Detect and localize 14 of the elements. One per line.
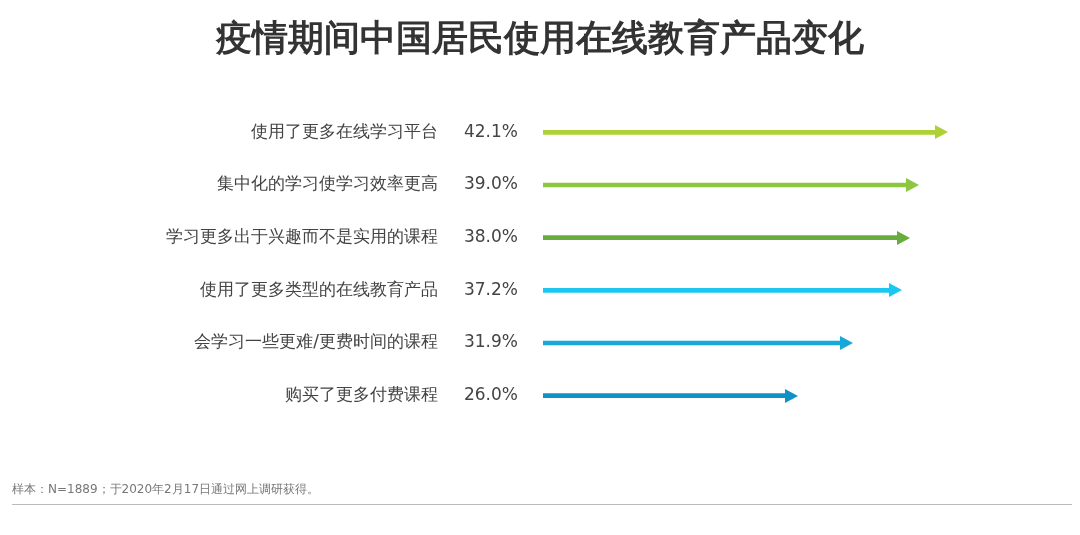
data-label: 42.1%: [463, 120, 518, 141]
data-label: 37.2%: [463, 278, 518, 299]
data-label: 31.9%: [463, 331, 518, 352]
data-label: 39.0%: [463, 173, 518, 194]
y-tick-label: 会学习一些更难/更费时间的课程: [194, 331, 438, 352]
y-tick-label: 集中化的学习使学习效率更高: [217, 173, 438, 194]
y-tick-label: 学习更多出于兴趣而不是实用的课程: [166, 226, 438, 247]
chart-title: 疫情期间中国居民使用在线教育产品变化: [214, 16, 865, 60]
y-tick-label: 购买了更多付费课程: [285, 384, 438, 405]
y-tick-label: 使用了更多在线学习平台: [251, 120, 438, 141]
y-tick-label: 使用了更多类型的在线教育产品: [200, 278, 438, 299]
data-label: 26.0%: [463, 384, 518, 405]
data-label: 38.0%: [463, 226, 518, 247]
text: 样本：N=1889；于2020年2月17日通过网上调研获得。: [12, 481, 320, 498]
